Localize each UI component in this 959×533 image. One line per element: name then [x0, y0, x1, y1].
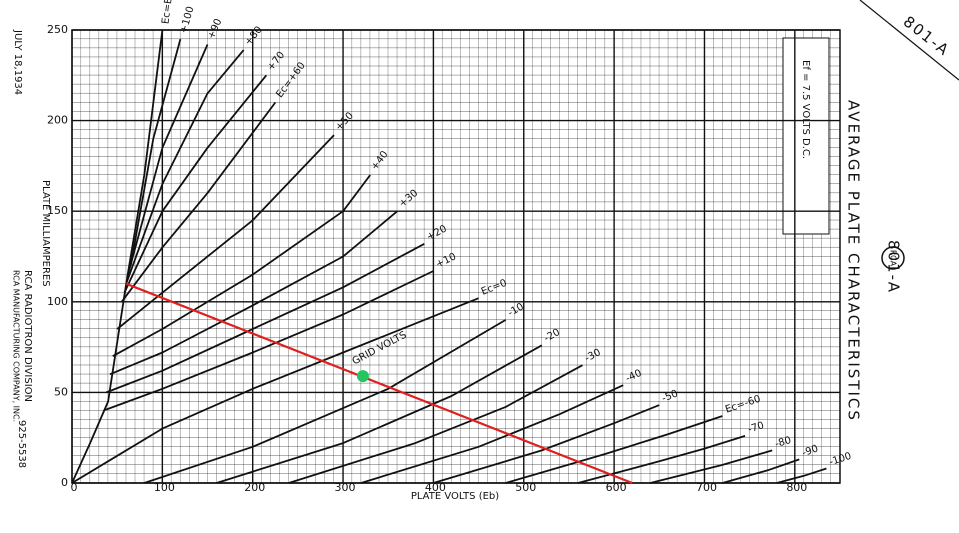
y-tick-label: 200 [47, 114, 68, 127]
plate-curve [433, 404, 660, 484]
plate-curve [722, 458, 800, 484]
y-tick-label: 100 [47, 295, 68, 308]
date: JULY 18,1934 [12, 29, 23, 95]
minor-grid [72, 30, 840, 483]
chart-title: AVERAGE PLATE CHARACTERISTICS [845, 100, 863, 422]
curve-label: -70 [747, 420, 766, 435]
logo: RCA [889, 250, 898, 267]
heater-note: Ef = 7.5 VOLTS D.C. [800, 60, 811, 159]
plate-curve [144, 319, 507, 484]
plate-curve [105, 243, 425, 394]
plate-curve [112, 174, 371, 357]
plot-layer: 0 50 100 150 200 250 0 100 200 300 400 500 600 700 800… [47, 0, 853, 494]
plate-curve [216, 344, 543, 484]
corner-label: 801-A [900, 13, 954, 60]
x-axis-label: PLATE VOLTS (Eb) [411, 491, 499, 502]
company: RCA MANUFACTURING COMPANY, INC. [12, 270, 21, 422]
division: RCA RADIOTRON DIVISION [22, 270, 33, 402]
plate-curve [71, 29, 164, 484]
plate-curve [125, 49, 245, 285]
plate-curve [360, 384, 624, 484]
curve-label: -90 [801, 443, 820, 459]
x-tick-label: 100 [154, 481, 175, 494]
plate-curve [109, 210, 398, 376]
x-tick-label: 600 [606, 481, 627, 494]
plate-curve [127, 44, 209, 275]
corner-rule [859, 0, 959, 81]
plate-curve [776, 467, 827, 484]
curve-label: -80 [774, 435, 793, 450]
tube-type: 801-A [885, 240, 903, 294]
y-axis-label: PLATE MILLIAMPERES [40, 180, 51, 287]
y-tick-label: 250 [47, 23, 68, 36]
x-tick-label: 0 [71, 481, 78, 494]
plate-curve [577, 435, 746, 484]
plate-curve [116, 134, 335, 330]
load-line [125, 282, 633, 485]
curve-label: Ec=Eb [160, 0, 175, 25]
plate-curve [129, 38, 182, 266]
y-tick-label: 150 [47, 204, 68, 217]
drawing-number: 925-5538 [16, 420, 27, 468]
plate-curve [120, 101, 277, 303]
x-tick-label: 500 [515, 481, 536, 494]
x-tick-label: 300 [335, 481, 356, 494]
x-tick-label: 800 [786, 481, 807, 494]
logo-ring [881, 246, 905, 270]
plate-curve [505, 415, 723, 484]
x-tick-label: 400 [425, 481, 446, 494]
plate-curve [288, 364, 583, 484]
x-tick-label: 200 [244, 481, 265, 494]
plate-curve [123, 74, 267, 294]
plate-curve [650, 449, 773, 484]
note-box [782, 37, 830, 235]
operating-point [356, 370, 369, 383]
y-tick-label: 0 [61, 476, 68, 489]
y-tick-label: 50 [54, 385, 68, 398]
plate-curve [103, 270, 434, 412]
plate-curve [71, 297, 479, 484]
x-tick-label: 700 [696, 481, 717, 494]
